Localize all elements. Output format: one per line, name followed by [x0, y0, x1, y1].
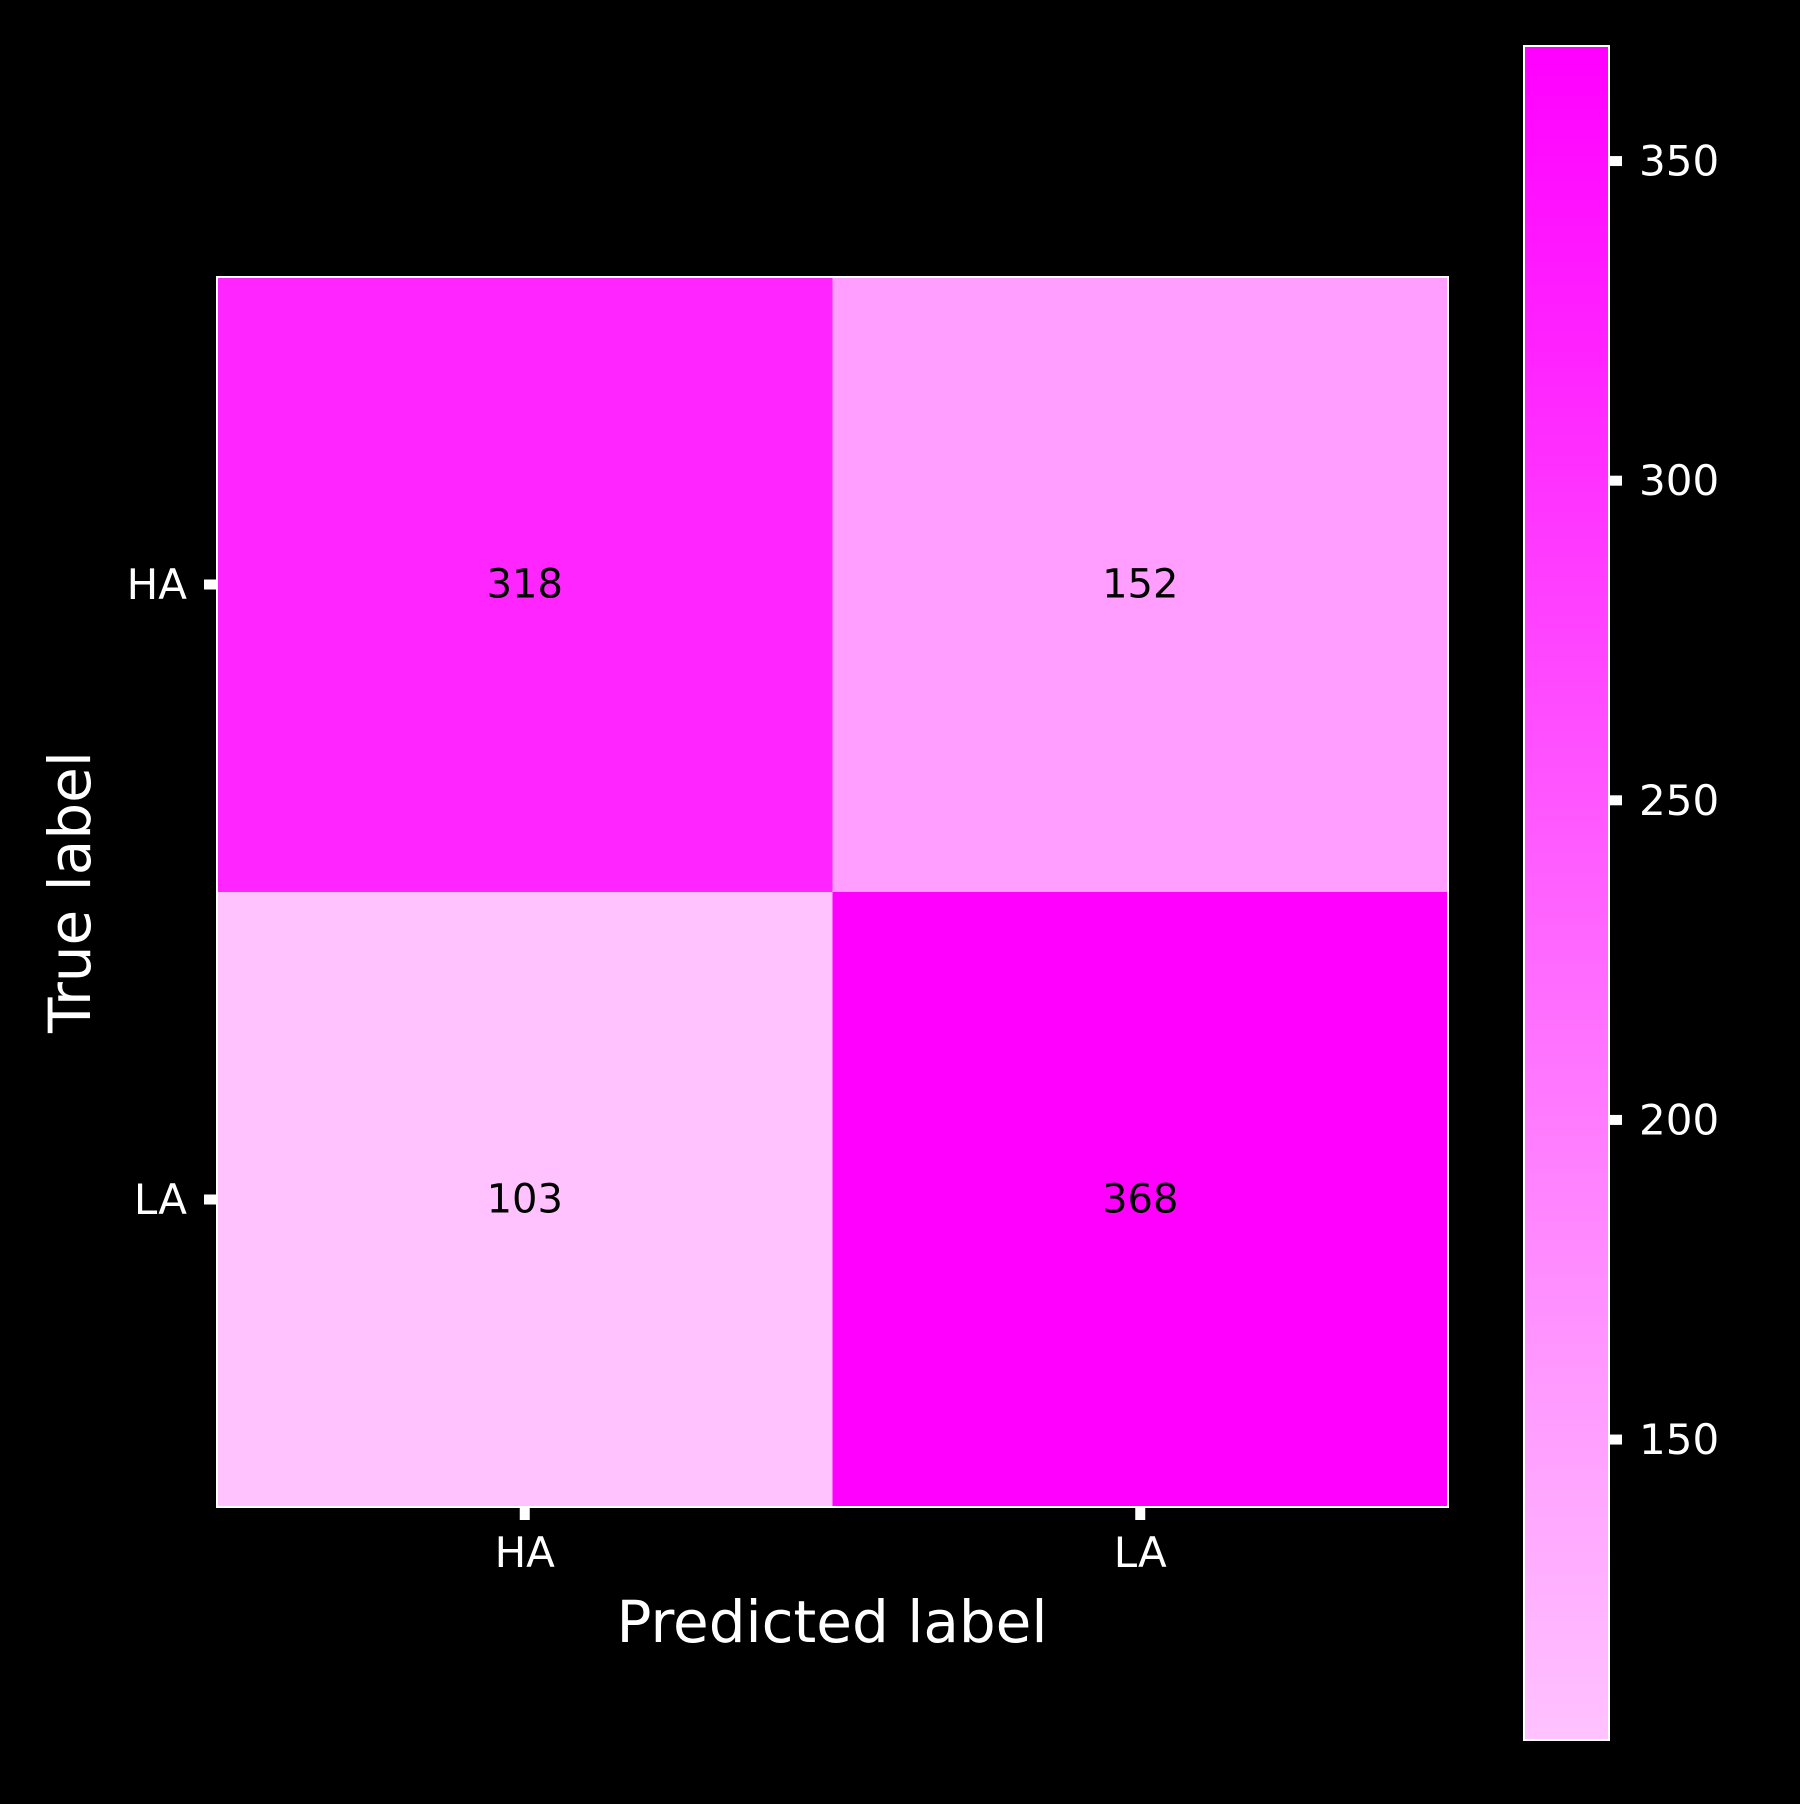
heatmap-cell-la-la	[832, 892, 1449, 1508]
y-axis-title: True label	[36, 751, 104, 1034]
heatmap-cell-la-ha	[217, 892, 833, 1508]
colorbar	[1523, 45, 1610, 1741]
x-axis-ticks: HA LA	[495, 1507, 1167, 1577]
colorbar-tick-label: 250	[1639, 776, 1719, 825]
heatmap-cell-ha-ha	[217, 277, 833, 893]
heatmap-cells	[217, 277, 1449, 1508]
colorbar-ticks: 150 200 250 300 350	[1609, 137, 1719, 1464]
y-axis-ticks: HA LA	[127, 560, 217, 1224]
colorbar-tick-label: 200	[1639, 1095, 1719, 1144]
heatmap-cell-value: 368	[1102, 1177, 1178, 1223]
colorbar-tick-label: 150	[1639, 1415, 1719, 1464]
plot-frame	[216, 276, 1449, 1508]
x-axis-title: Predicted label	[617, 1588, 1048, 1656]
heatmap-cell-value: 318	[487, 562, 563, 608]
heatmap-cell-ha-la	[832, 277, 1449, 893]
colorbar-tick-label: 350	[1639, 137, 1719, 186]
y-tick-label: LA	[134, 1175, 187, 1224]
colorbar-tick-label: 300	[1639, 456, 1719, 505]
heatmap-cell-value: 152	[1102, 562, 1178, 608]
x-tick-label: LA	[1114, 1528, 1167, 1577]
heatmap-cell-value: 103	[487, 1177, 563, 1223]
heatmap-cell-labels: 318 152 103 368	[487, 562, 1179, 1223]
y-tick-label: HA	[127, 560, 188, 609]
x-tick-label: HA	[495, 1528, 556, 1577]
